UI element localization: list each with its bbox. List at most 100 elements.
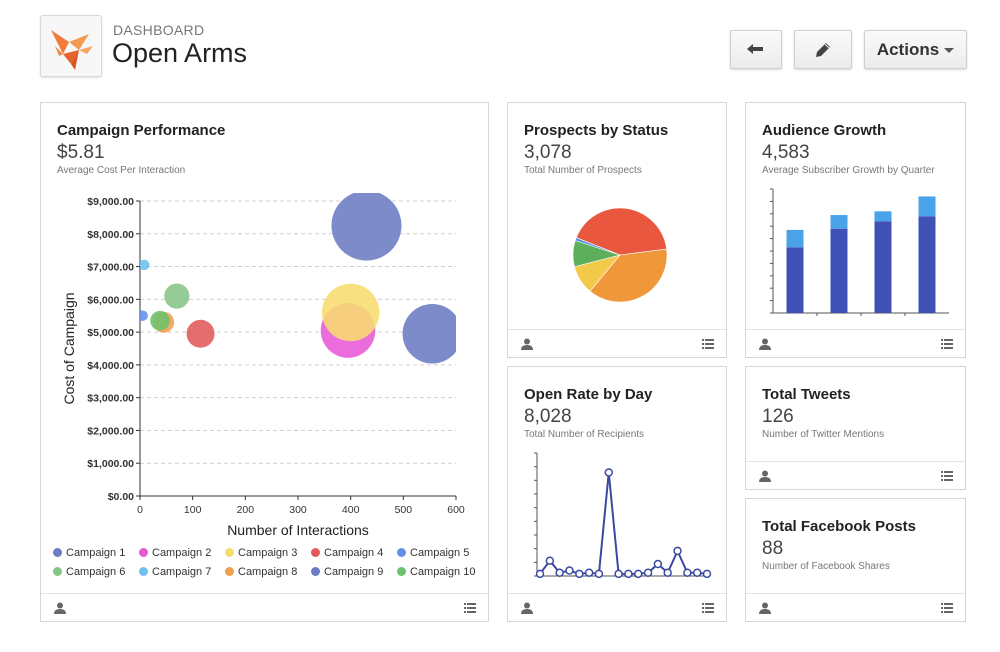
user-icon[interactable] [759, 602, 771, 614]
card-value: $5.81 [57, 142, 105, 163]
series-line [539, 472, 708, 575]
y-tick-label: $6,000.00 [87, 294, 134, 306]
legend-swatch [397, 567, 406, 576]
pie-slice [575, 207, 667, 256]
legend-item[interactable]: Campaign 7 [139, 566, 211, 578]
bubble-point [140, 310, 148, 321]
list-icon[interactable] [941, 471, 953, 481]
card-title: Audience Growth [762, 122, 887, 139]
card-footer [508, 329, 726, 357]
user-icon[interactable] [759, 338, 771, 350]
legend-item[interactable]: Campaign 1 [53, 547, 125, 559]
dashboard-header: DASHBOARD Open Arms Actions [0, 0, 1000, 100]
legend-item[interactable]: Campaign 10 [397, 566, 475, 578]
user-icon[interactable] [759, 470, 771, 482]
card-value: 8,028 [524, 406, 572, 427]
list-icon[interactable] [941, 339, 953, 349]
line-point [535, 569, 545, 579]
y-tick-label: $1,000.00 [87, 458, 134, 470]
legend-swatch [225, 548, 234, 557]
card-value: 126 [762, 406, 794, 427]
legend-item[interactable]: Campaign 8 [225, 566, 297, 578]
user-icon[interactable] [54, 602, 66, 614]
legend-label: Campaign 1 [66, 547, 126, 559]
line-point [584, 568, 594, 577]
legend-item[interactable]: Campaign 3 [225, 547, 297, 559]
page-title: Open Arms [112, 38, 248, 68]
line-point [614, 569, 623, 579]
legend-label: Campaign 2 [152, 547, 212, 559]
card-value: 4,583 [762, 142, 810, 163]
actions-label: Actions [876, 39, 940, 59]
legend-swatch [53, 567, 62, 576]
card-footer [41, 593, 488, 621]
caret-down-icon [944, 48, 955, 53]
line-point [594, 569, 604, 579]
open-rate-line-chart [534, 452, 712, 579]
bar-segment [918, 196, 936, 217]
legend-label: Campaign 8 [238, 566, 298, 578]
card-title: Prospects by Status [524, 122, 669, 139]
card-title: Campaign Performance [57, 122, 226, 139]
line-point [633, 569, 643, 579]
card-subtitle: Total Number of Recipients [524, 429, 645, 440]
y-tick-label: $0.00 [108, 491, 134, 503]
line-point [575, 569, 584, 579]
legend-item[interactable]: Campaign 6 [53, 566, 125, 578]
legend-swatch [311, 567, 320, 576]
y-tick-label: $4,000.00 [87, 360, 134, 372]
list-icon[interactable] [941, 603, 953, 613]
legend-item[interactable]: Campaign 2 [139, 547, 211, 559]
y-tick-label: $9,000.00 [87, 196, 134, 208]
line-point [663, 568, 672, 577]
bar-segment [874, 221, 892, 313]
audience-growth-card: Audience Growth 4,583 Average Subscriber… [745, 102, 966, 358]
bubble-point [321, 283, 380, 342]
bar-segment [918, 216, 936, 313]
back-button[interactable] [730, 30, 782, 69]
user-icon[interactable] [521, 338, 533, 350]
legend-item[interactable]: Campaign 5 [397, 547, 469, 559]
card-value: 3,078 [524, 142, 572, 163]
legend-swatch [397, 548, 406, 557]
user-icon[interactable] [521, 602, 533, 614]
y-tick-label: $3,000.00 [87, 393, 134, 405]
open-rate-by-day-card: Open Rate by Day 8,028 Total Number of R… [507, 366, 727, 622]
card-subtitle: Average Subscriber Growth by Quarter [762, 165, 935, 176]
card-value: 88 [762, 538, 784, 559]
bubble-point [164, 283, 190, 309]
x-tick-label: 600 [447, 504, 465, 516]
x-tick-label: 300 [289, 504, 307, 516]
legend-swatch [311, 548, 320, 557]
x-tick-label: 400 [342, 504, 360, 516]
legend-label: Campaign 10 [410, 566, 476, 578]
edit-button[interactable] [794, 30, 852, 69]
list-icon[interactable] [464, 603, 476, 613]
legend-item[interactable]: Campaign 4 [311, 547, 383, 559]
legend-item[interactable]: Campaign 9 [311, 566, 383, 578]
breadcrumb: DASHBOARD [113, 22, 205, 38]
x-tick-label: 200 [237, 504, 255, 516]
campaign-scatter-chart: $0.00 $1,000.00 $2,000.00 $3,000.00 $4,000.0… [61, 193, 465, 538]
bubble-layer [140, 193, 456, 364]
line-point [545, 556, 555, 565]
line-point [683, 568, 692, 577]
y-axis-label: Cost of Campaign [61, 292, 77, 404]
actions-dropdown-button[interactable]: Actions [864, 30, 967, 69]
bubble-point [150, 310, 170, 331]
bar-segment [830, 215, 848, 229]
list-icon[interactable] [702, 603, 714, 613]
audience-bar-chart [770, 188, 949, 316]
line-point [604, 468, 614, 477]
list-icon[interactable] [702, 339, 714, 349]
y-tick-label: $2,000.00 [87, 425, 134, 437]
legend-label: Campaign 4 [324, 547, 384, 559]
total-tweets-card: Total Tweets 126 Number of Twitter Menti… [745, 366, 966, 490]
card-subtitle: Average Cost Per Interaction [57, 165, 186, 176]
x-tick-label: 100 [184, 504, 202, 516]
card-title: Open Rate by Day [524, 386, 653, 403]
card-footer [746, 461, 965, 489]
bar-segment [786, 247, 804, 313]
pencil-icon [816, 42, 830, 57]
y-tick-label: $8,000.00 [87, 229, 134, 241]
